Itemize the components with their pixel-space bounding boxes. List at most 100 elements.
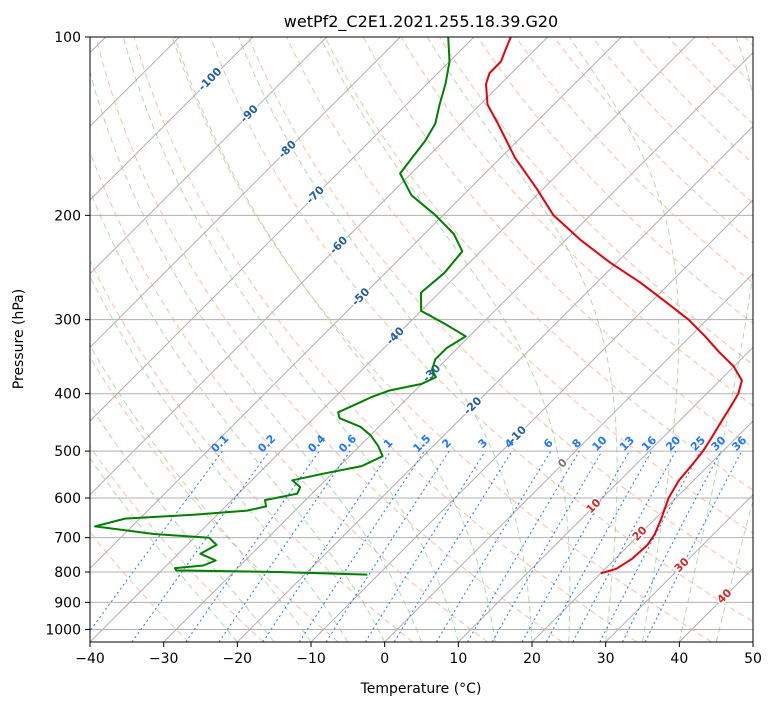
dry-adiabat (362, 37, 753, 449)
mixing-ratio-line (644, 450, 743, 642)
moist-adiabat (568, 37, 680, 642)
mixing-ratio-line (131, 450, 270, 642)
mixing-ratio-line (90, 450, 223, 632)
temperature-line (485, 37, 743, 575)
y-tick-label: 900 (54, 595, 81, 611)
y-tick-label: 1000 (45, 622, 81, 638)
y-tick-label: 500 (54, 444, 81, 460)
dry-adiabat (515, 37, 753, 284)
mixing-ratio-label: 6 (541, 436, 556, 451)
isotherm-line (90, 37, 401, 349)
isotherm-line (678, 567, 753, 642)
mixing-ratio-line (393, 450, 513, 642)
mixing-ratio-line (435, 450, 552, 642)
dry-adiabat (95, 37, 563, 642)
moist-adiabat (90, 344, 312, 642)
isotherm-line (310, 199, 753, 642)
mixing-ratio-line (467, 450, 580, 642)
isotherm-label: 10 (584, 496, 604, 516)
dewpoint-line (94, 37, 467, 576)
x-tick-label: 30 (597, 651, 615, 667)
isotherm-line (752, 641, 753, 642)
y-axis-label: Pressure (hPa) (11, 289, 27, 389)
moist-adiabat (90, 404, 275, 642)
dry-adiabat (90, 445, 264, 642)
moist-adiabat (319, 37, 571, 642)
dry-adiabat (210, 37, 753, 623)
moist-adiabat (90, 275, 349, 642)
dry-adiabat (324, 37, 753, 491)
isotherm-line (163, 51, 753, 642)
isotherm-line (457, 346, 753, 642)
x-tick-label: 20 (523, 651, 541, 667)
isotherm-line (90, 37, 328, 275)
moist-adiabat (90, 457, 238, 642)
mixing-ratio-line (545, 450, 653, 642)
x-tick-label: 50 (744, 651, 762, 667)
mixing-ratio-label: 1.5 (410, 432, 433, 455)
x-axis-label: Temperature (°C) (360, 681, 482, 697)
mixing-ratio-label: 20 (663, 433, 683, 453)
mixing-ratio-labels: 0.1 0.2 0.4 0.6 1 1.5 2 3 4 6 8 10 13 16 20 25 30 36 (208, 432, 749, 455)
moist-adiabat (123, 37, 459, 642)
moist-adiabat (174, 37, 496, 642)
dry-adiabat (90, 150, 488, 642)
isotherm-line (90, 37, 549, 496)
x-tick-label: −20 (223, 651, 253, 667)
isotherm-line (90, 37, 254, 201)
isotherm-line (384, 272, 753, 642)
mixing-ratio-label: 16 (639, 433, 659, 453)
moist-adiabat (238, 37, 533, 642)
dry-adiabat (629, 37, 753, 165)
dry-adiabat (248, 37, 753, 578)
x-tick-label: −10 (296, 651, 326, 667)
dry-adiabat (90, 259, 414, 642)
mixing-ratio-label: 0.6 (336, 432, 359, 455)
mixing-ratio-line (262, 450, 392, 642)
mixing-ratio-line (298, 450, 425, 642)
isotherm-line (236, 125, 753, 642)
dry-adiabat (553, 37, 753, 244)
plot-frame (89, 36, 754, 643)
dry-adiabat (400, 37, 753, 407)
x-axis: −40 −30 −20 −10 0 10 20 30 40 50 (75, 642, 762, 667)
y-tick-label: 600 (54, 491, 81, 507)
dry-adiabat (171, 37, 712, 642)
x-tick-label: −40 (75, 651, 105, 667)
mixing-ratio-label: 3 (476, 436, 491, 451)
mixing-ratio-line (572, 450, 677, 642)
mixing-ratio-label: 2 (439, 436, 454, 451)
isotherm-line (531, 420, 753, 642)
mixing-ratio-label: 10 (590, 433, 610, 453)
mixing-ratio-label: 8 (570, 436, 585, 451)
dry-adiabat (90, 531, 190, 642)
mixing-ratio-line (364, 450, 486, 642)
y-tick-label: 800 (54, 565, 81, 581)
mixing-ratio-line (621, 450, 722, 642)
mixing-ratio-label: 0.4 (305, 432, 328, 455)
mixing-ratio-line (599, 450, 701, 642)
mixing-ratio-line (521, 450, 630, 642)
mixing-ratio-line (491, 450, 603, 642)
mixing-ratio-line (325, 450, 450, 642)
dry-adiabat (591, 37, 753, 204)
moist-adiabat (426, 37, 618, 642)
y-tick-label: 700 (54, 531, 81, 547)
mixing-ratio-line (218, 450, 351, 642)
y-axis: 100 200 300 400 500 600 700 800 900 1000 (45, 30, 90, 638)
isotherm-line (90, 37, 622, 570)
y-tick-label: 100 (54, 30, 81, 46)
x-tick-label: −30 (149, 651, 179, 667)
dry-adiabat (133, 37, 638, 642)
x-tick-label: 0 (380, 651, 389, 667)
mixing-ratio-label: 0.1 (208, 432, 231, 455)
moist-adiabat (715, 499, 753, 642)
dry-adiabat (706, 37, 753, 86)
dry-adiabat (744, 37, 753, 47)
y-tick-label: 300 (54, 313, 81, 329)
y-tick-label: 400 (54, 387, 81, 403)
y-tick-label: 200 (54, 208, 81, 224)
dry-adiabat (668, 37, 753, 125)
moist-adiabat (90, 70, 422, 642)
